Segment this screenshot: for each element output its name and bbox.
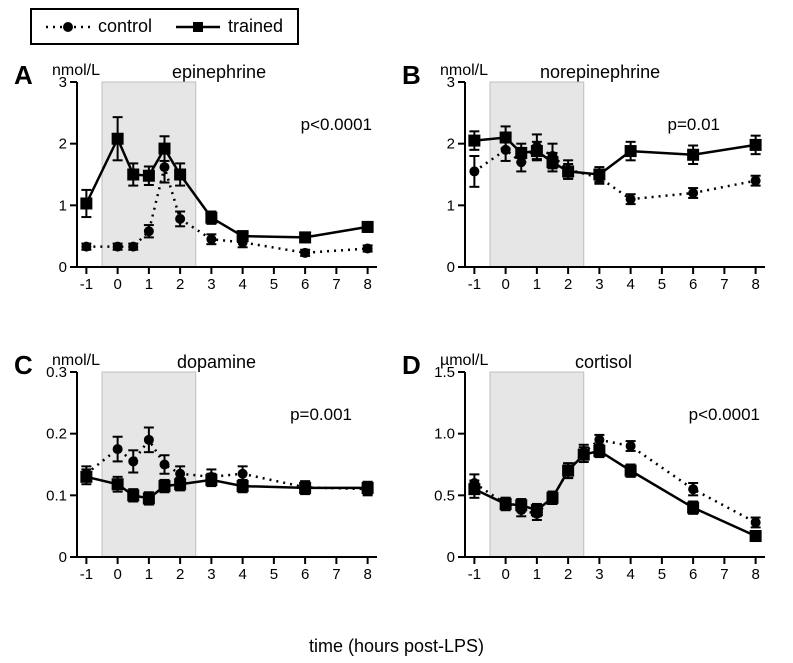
panel-title-B: norepinephrine — [540, 62, 660, 83]
panel-label-D: D — [402, 350, 421, 381]
svg-text:0.3: 0.3 — [46, 364, 67, 381]
svg-text:1: 1 — [59, 197, 67, 214]
svg-text:7: 7 — [720, 566, 728, 583]
panel-B: B nmol/L norepinephrine p=0.01 -10123456… — [410, 60, 770, 330]
svg-text:2: 2 — [447, 136, 455, 153]
legend: control trained — [30, 8, 299, 45]
figure: control trained A nmol/L epinephrine p<0… — [0, 0, 793, 663]
svg-text:6: 6 — [689, 566, 697, 583]
panel-C: C nmol/L dopamine p=0.001 -101234567800.… — [22, 350, 382, 620]
legend-label-trained: trained — [228, 16, 283, 37]
panel-D: D µmol/L cortisol p<0.0001 -101234567800… — [410, 350, 770, 620]
svg-text:-1: -1 — [468, 276, 481, 293]
svg-text:1: 1 — [145, 276, 153, 293]
panel-label-C: C — [14, 350, 33, 381]
panel-label-B: B — [402, 60, 421, 91]
svg-text:6: 6 — [689, 276, 697, 293]
legend-item-control: control — [46, 16, 152, 37]
svg-text:5: 5 — [658, 566, 666, 583]
plot-B: -10123456780123 — [465, 82, 765, 292]
svg-text:0: 0 — [447, 549, 455, 566]
svg-text:8: 8 — [363, 276, 371, 293]
svg-text:-1: -1 — [468, 566, 481, 583]
x-axis-label: time (hours post-LPS) — [0, 636, 793, 657]
svg-text:0.1: 0.1 — [46, 487, 67, 504]
svg-text:1.0: 1.0 — [434, 426, 455, 443]
legend-marker-control — [46, 20, 90, 34]
svg-text:1: 1 — [533, 276, 541, 293]
legend-label-control: control — [98, 16, 152, 37]
legend-item-trained: trained — [176, 16, 283, 37]
panel-title-C: dopamine — [177, 352, 256, 373]
svg-text:1: 1 — [145, 566, 153, 583]
svg-text:4: 4 — [238, 276, 246, 293]
svg-text:0: 0 — [447, 259, 455, 276]
svg-text:2: 2 — [176, 566, 184, 583]
svg-text:1: 1 — [447, 197, 455, 214]
svg-text:1.5: 1.5 — [434, 364, 455, 381]
svg-text:8: 8 — [751, 566, 759, 583]
svg-text:0.5: 0.5 — [434, 487, 455, 504]
svg-text:0: 0 — [113, 566, 121, 583]
svg-text:-1: -1 — [80, 276, 93, 293]
plot-C: -101234567800.10.20.3 — [77, 372, 377, 582]
panel-title-A: epinephrine — [172, 62, 266, 83]
svg-text:7: 7 — [332, 566, 340, 583]
svg-text:7: 7 — [720, 276, 728, 293]
svg-text:8: 8 — [751, 276, 759, 293]
svg-text:6: 6 — [301, 276, 309, 293]
svg-text:2: 2 — [564, 566, 572, 583]
svg-text:0: 0 — [59, 549, 67, 566]
svg-text:8: 8 — [363, 566, 371, 583]
svg-text:3: 3 — [595, 276, 603, 293]
svg-text:0.2: 0.2 — [46, 426, 67, 443]
svg-text:3: 3 — [595, 566, 603, 583]
svg-text:3: 3 — [59, 74, 67, 91]
svg-text:0: 0 — [501, 566, 509, 583]
svg-text:4: 4 — [238, 566, 246, 583]
panel-A: A nmol/L epinephrine p<0.0001 -101234567… — [22, 60, 382, 330]
panel-label-A: A — [14, 60, 33, 91]
svg-text:4: 4 — [626, 566, 634, 583]
svg-text:2: 2 — [59, 136, 67, 153]
svg-text:7: 7 — [332, 276, 340, 293]
legend-marker-trained — [176, 20, 220, 34]
svg-text:-1: -1 — [80, 566, 93, 583]
svg-text:5: 5 — [270, 276, 278, 293]
plot-D: -101234567800.51.01.5 — [465, 372, 765, 582]
svg-text:0: 0 — [59, 259, 67, 276]
svg-text:1: 1 — [533, 566, 541, 583]
svg-text:5: 5 — [270, 566, 278, 583]
svg-text:3: 3 — [207, 276, 215, 293]
svg-text:0: 0 — [501, 276, 509, 293]
svg-text:4: 4 — [626, 276, 634, 293]
svg-text:6: 6 — [301, 566, 309, 583]
plot-A: -10123456780123 — [77, 82, 377, 292]
svg-text:0: 0 — [113, 276, 121, 293]
svg-text:3: 3 — [447, 74, 455, 91]
svg-text:2: 2 — [564, 276, 572, 293]
svg-text:2: 2 — [176, 276, 184, 293]
svg-text:3: 3 — [207, 566, 215, 583]
panel-title-D: cortisol — [575, 352, 632, 373]
svg-text:5: 5 — [658, 276, 666, 293]
